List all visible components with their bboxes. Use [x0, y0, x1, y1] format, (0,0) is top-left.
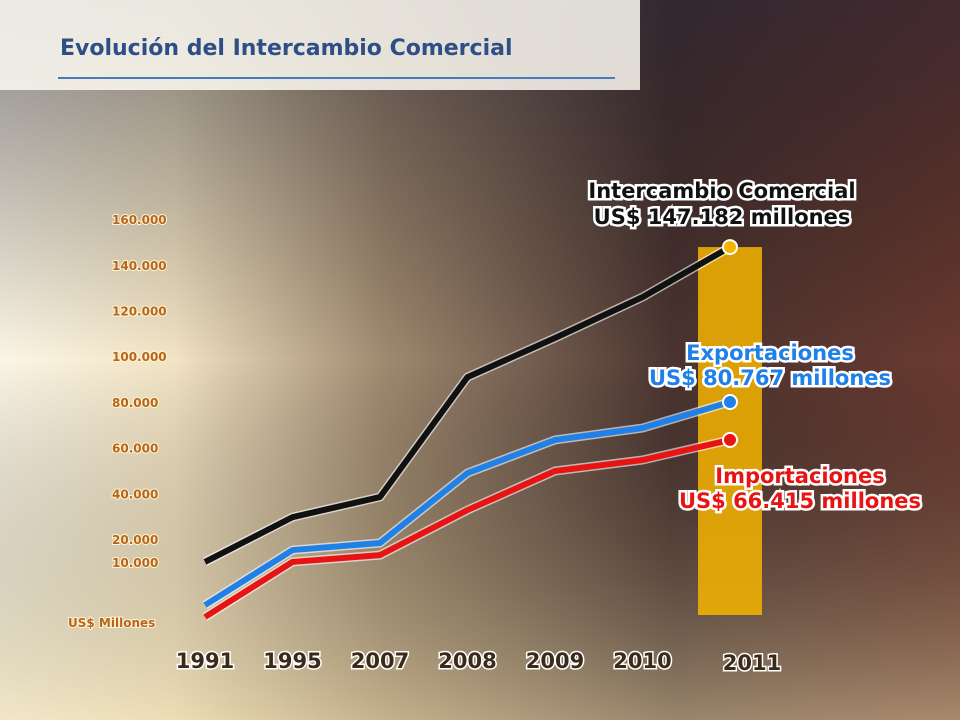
end-point	[722, 393, 738, 410]
x-tick-label: 2008	[438, 649, 496, 673]
series-line	[203, 244, 732, 565]
y-tick-label: 160.000	[112, 213, 167, 227]
y-axis-label: US$ Millones	[68, 616, 155, 630]
series-name: Intercambio Comercial	[588, 179, 855, 203]
y-tick-label: 140.000	[112, 259, 167, 273]
highlight-column	[698, 247, 762, 616]
series-label: US$ 80.767 millones	[649, 366, 891, 390]
y-tick-label: 60.000	[112, 442, 158, 456]
y-tick-label: 80.000	[112, 396, 158, 410]
y-tick-label: 120.000	[112, 305, 167, 319]
x-tick-label: 1995	[263, 649, 321, 673]
x-tick-label: 2010	[613, 649, 671, 673]
series-label: US$ 66.415 millones	[679, 489, 921, 513]
title-band	[0, 0, 640, 90]
y-tick-label: 10.000	[112, 556, 158, 570]
y-tick-label: 100.000	[112, 350, 167, 364]
end-point	[722, 431, 738, 448]
x-tick-label: 2007	[351, 649, 409, 673]
x-tick-label: 1991	[176, 649, 234, 673]
y-tick-label: 40.000	[112, 487, 158, 501]
series-line	[203, 399, 731, 608]
end-point	[722, 239, 738, 256]
x-tick-label: 2011	[723, 651, 781, 675]
series-name: Importaciones	[715, 464, 885, 488]
chart-title: Evolución del Intercambio Comercial	[60, 36, 513, 61]
series-line	[203, 436, 731, 620]
series-name: Exportaciones	[686, 341, 854, 365]
x-tick-label: 2009	[526, 649, 584, 673]
series-label: US$ 147.182 millones	[594, 205, 851, 229]
y-tick-label: 20.000	[112, 533, 158, 547]
